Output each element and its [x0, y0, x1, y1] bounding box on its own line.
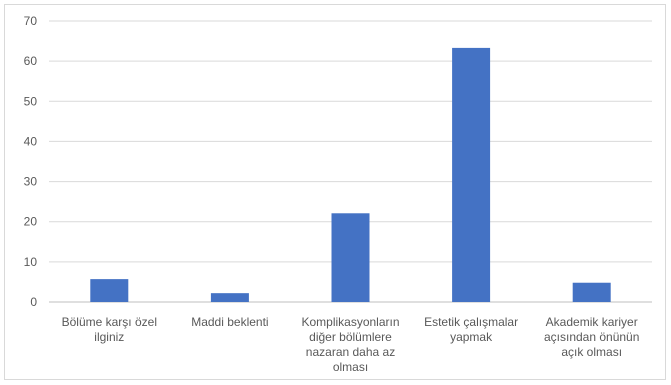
- x-category-label-line: nazaran daha az: [306, 345, 395, 359]
- y-tick-label: 60: [24, 54, 38, 68]
- x-category-label-line: Akademik kariyer: [546, 315, 638, 329]
- x-category-label: Komplikasyonların diğer bölümlere nazaran …: [301, 315, 399, 374]
- y-tick-label: 30: [24, 175, 38, 189]
- bar: [90, 279, 129, 302]
- x-category-label-line: diğer bölümlere: [309, 330, 392, 344]
- x-category-label: Estetik çalışmalar yapmak: [424, 315, 518, 344]
- x-category-label: Bölüme karşı özel ilginiz: [62, 315, 157, 344]
- y-tick-label: 20: [24, 215, 38, 229]
- x-category-label: Maddi beklenti: [191, 315, 268, 329]
- x-category-label-line: Komplikasyonların: [301, 315, 399, 329]
- bar: [452, 47, 491, 302]
- y-tick-label: 50: [24, 94, 38, 108]
- x-category-label-line: yapmak: [450, 330, 493, 344]
- chart-frame: [4, 4, 666, 380]
- y-tick-label: 10: [24, 255, 38, 269]
- bar: [210, 293, 249, 302]
- x-category-label-line: Estetik çalışmalar: [424, 315, 518, 329]
- y-tick-label: 40: [24, 134, 38, 148]
- bar: [331, 213, 370, 302]
- bar: [572, 282, 611, 302]
- x-category-label-line: açık olması: [561, 345, 622, 359]
- x-category-label-line: açısından önünün: [544, 330, 639, 344]
- y-tick-label: 70: [24, 14, 38, 28]
- x-category-label-line: olması: [333, 360, 368, 374]
- x-category-label: Akademik kariyer açısından önünün açık olm…: [544, 315, 639, 359]
- x-category-label-line: ilginiz: [94, 330, 124, 344]
- y-tick-label: 0: [30, 295, 37, 309]
- x-category-label-line: Maddi beklenti: [191, 315, 268, 329]
- x-category-label-line: Bölüme karşı özel: [62, 315, 157, 329]
